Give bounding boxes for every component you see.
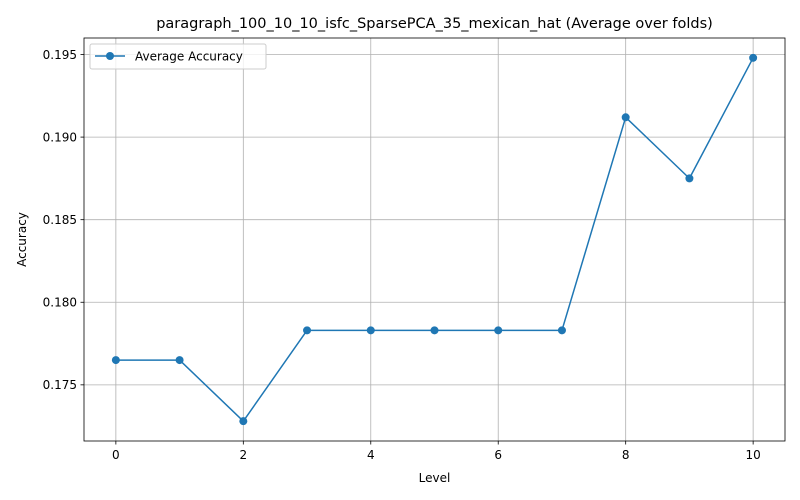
data-point <box>175 356 184 365</box>
x-tick-label: 4 <box>367 448 375 462</box>
grid-lines <box>84 38 785 441</box>
series-layer <box>111 53 758 426</box>
data-point <box>749 53 758 62</box>
y-axis-title: Accuracy <box>15 212 29 267</box>
x-tick-label: 8 <box>622 448 630 462</box>
data-point <box>303 326 312 335</box>
tick-layer: 0 2 4 6 8 10 0.175 0.180 0.185 0.190 0.195 <box>43 48 761 462</box>
data-point <box>621 113 630 122</box>
plot-area <box>84 38 785 441</box>
y-tick-label: 0.185 <box>43 213 77 227</box>
data-point <box>366 326 375 335</box>
legend-label: Average Accuracy <box>135 50 243 64</box>
legend-box <box>89 43 267 70</box>
x-tick-label: 2 <box>239 448 247 462</box>
data-point <box>557 326 566 335</box>
y-tick-label: 0.175 <box>43 378 77 392</box>
plot-frame <box>83 37 786 442</box>
data-point <box>239 417 248 426</box>
data-point <box>430 326 439 335</box>
legend-marker-swatch <box>106 52 114 60</box>
y-tick-label: 0.195 <box>43 48 77 62</box>
x-tick-label: 6 <box>494 448 502 462</box>
x-tick-label: 0 <box>112 448 120 462</box>
chart-title: paragraph_100_10_10_isfc_SparsePCA_35_me… <box>156 16 713 32</box>
legend: Average Accuracy <box>89 43 267 70</box>
y-tick-label: 0.180 <box>43 296 77 310</box>
y-tick-label: 0.190 <box>43 130 77 144</box>
data-point <box>111 356 120 365</box>
data-point <box>685 174 694 183</box>
data-point <box>494 326 503 335</box>
x-axis-title: Level <box>419 471 451 485</box>
x-tick-label: 10 <box>745 448 760 462</box>
